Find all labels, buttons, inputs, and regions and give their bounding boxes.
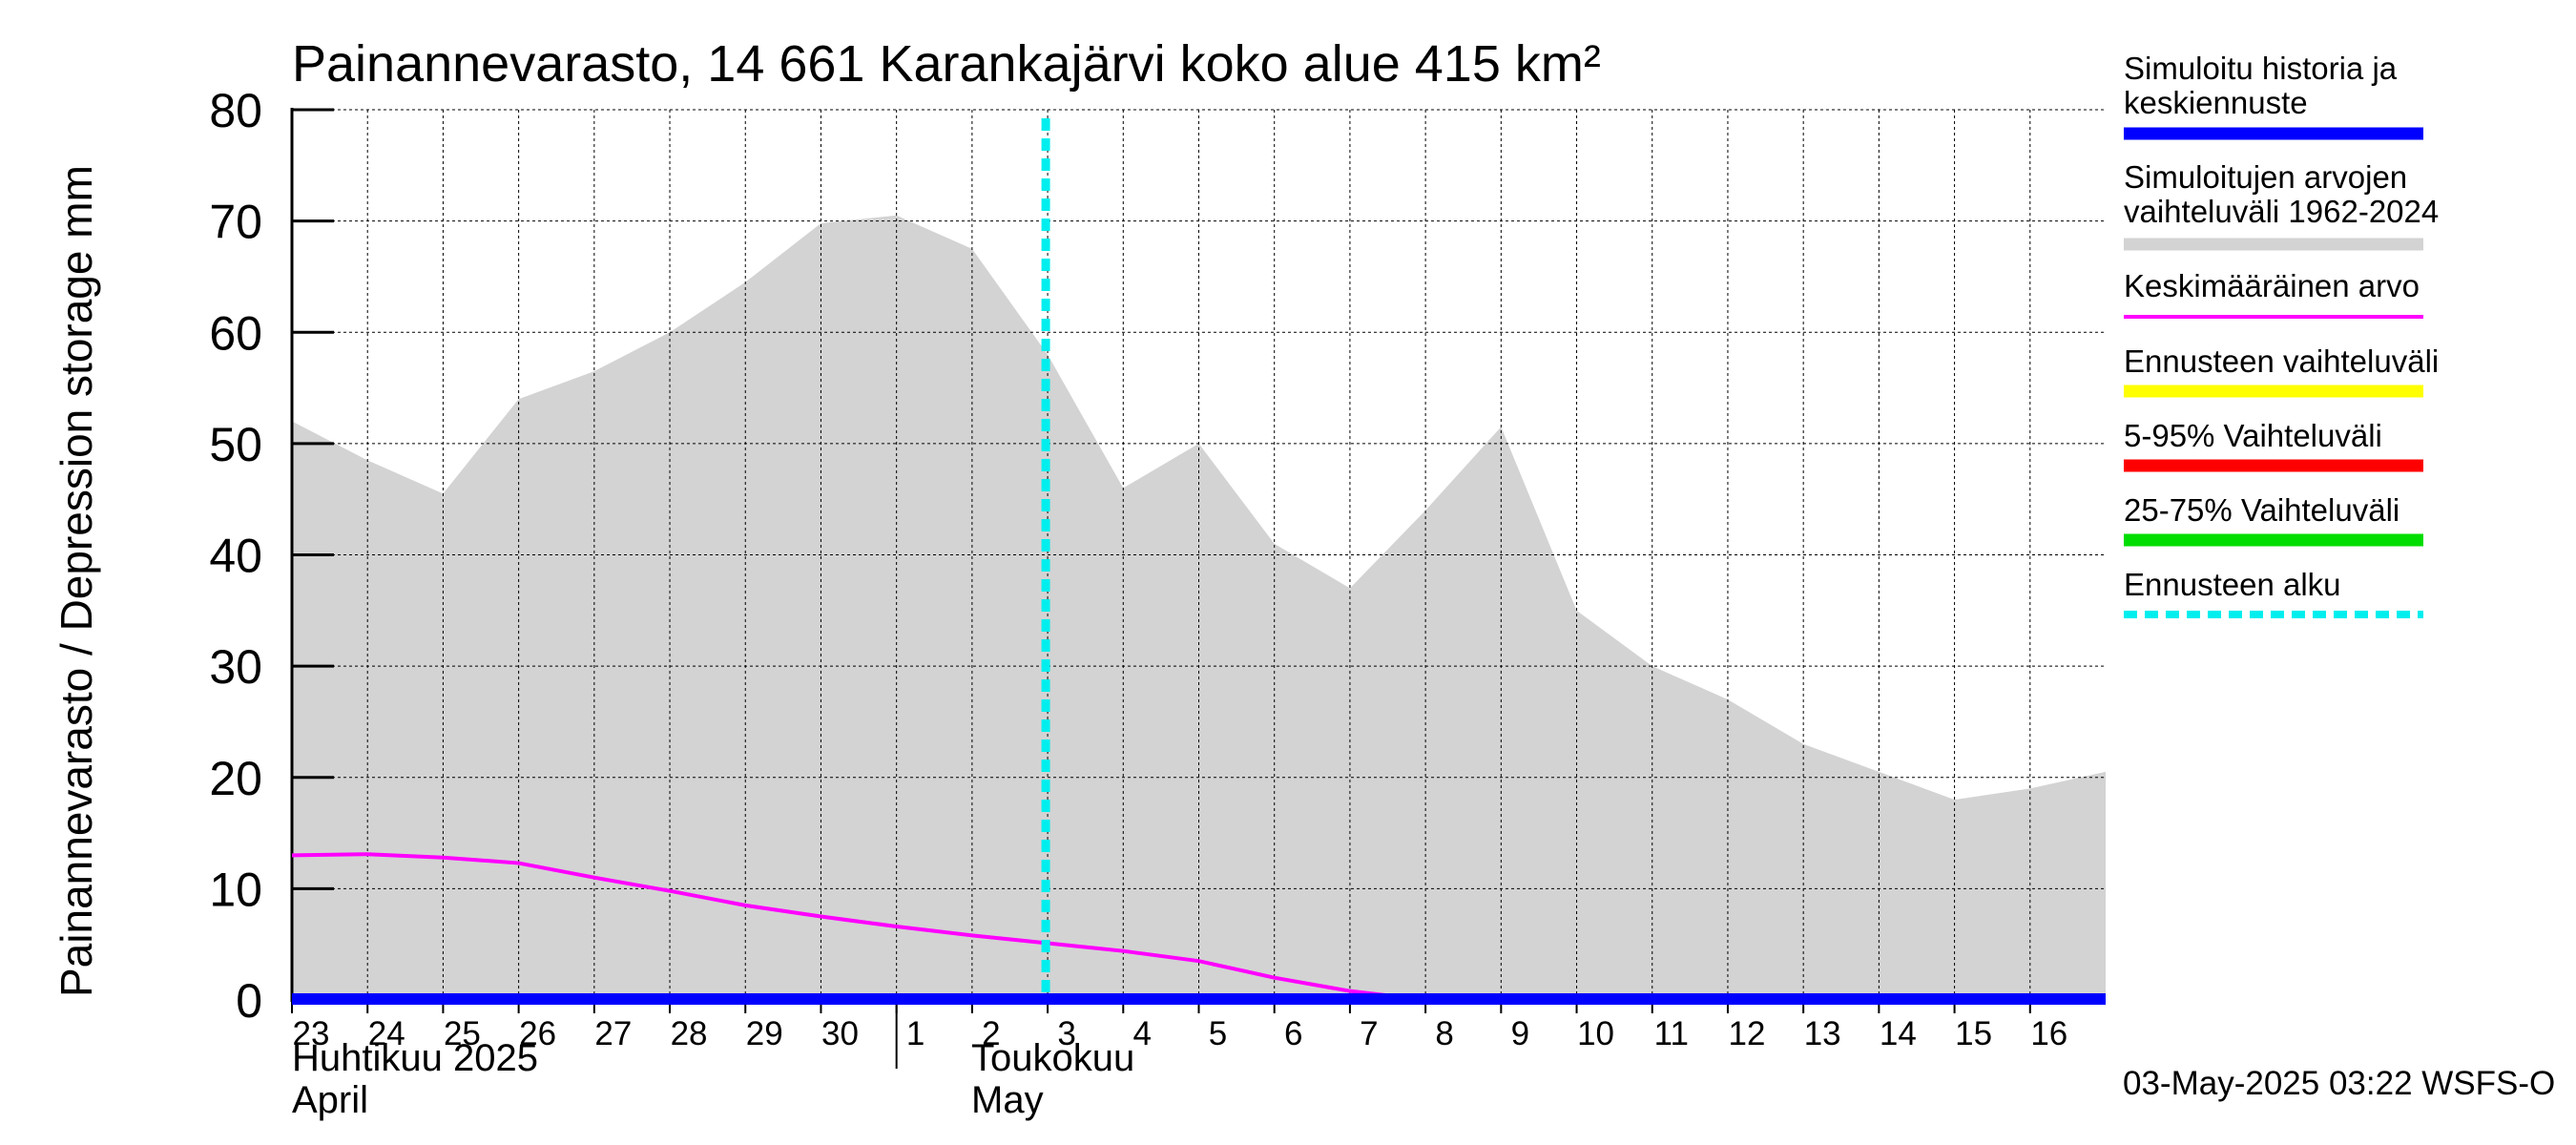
legend-label: 5-95% Vaihteluväli (2124, 418, 2382, 453)
x-tick-label: 30 (821, 1015, 859, 1052)
month-label-en: April (292, 1079, 368, 1121)
x-tick-label: 10 (1577, 1015, 1614, 1052)
x-tick-label: 14 (1880, 1015, 1917, 1052)
month-label: Huhtikuu 2025 (292, 1037, 538, 1079)
x-tick-label: 7 (1360, 1015, 1378, 1052)
legend-label: 25-75% Vaihteluväli (2124, 492, 2399, 528)
x-tick-label: 9 (1511, 1015, 1529, 1052)
x-tick-label: 5 (1209, 1015, 1227, 1052)
y-tick-label: 20 (209, 752, 262, 805)
month-label-en: May (971, 1079, 1044, 1121)
x-tick-label: 8 (1435, 1015, 1453, 1052)
y-tick-label: 40 (209, 530, 262, 583)
legend-label: Keskimääräinen arvo (2124, 268, 2420, 303)
x-tick-label: 12 (1728, 1015, 1765, 1052)
chart-title: Painannevarasto, 14 661 Karankajärvi kok… (292, 35, 1601, 93)
legend-label: Simuloitujen arvojen (2124, 159, 2407, 195)
x-tick-label: 27 (594, 1015, 632, 1052)
x-tick-label: 6 (1284, 1015, 1302, 1052)
x-tick-label: 26 (519, 1015, 556, 1052)
month-label: Toukokuu (971, 1037, 1134, 1079)
y-tick-label: 70 (209, 196, 262, 249)
y-tick-label: 0 (236, 974, 262, 1028)
x-tick-label: 13 (1804, 1015, 1841, 1052)
y-tick-label: 30 (209, 640, 262, 694)
x-tick-label: 24 (368, 1015, 405, 1052)
legend-label: Ennusteen alku (2124, 567, 2341, 602)
x-tick-label: 1 (906, 1015, 924, 1052)
x-tick-label: 4 (1133, 1015, 1152, 1052)
x-tick-label: 3 (1057, 1015, 1075, 1052)
legend-label: keskiennuste (2124, 85, 2308, 120)
x-tick-label: 29 (746, 1015, 783, 1052)
legend-label: Simuloitu historia ja (2124, 51, 2398, 86)
legend-label: Ennusteen vaihteluväli (2124, 344, 2439, 379)
x-tick-label: 28 (671, 1015, 708, 1052)
y-tick-label: 80 (209, 84, 262, 137)
y-tick-label: 50 (209, 418, 262, 471)
legend-label: vaihteluväli 1962-2024 (2124, 194, 2439, 229)
x-tick-label: 2 (982, 1015, 1000, 1052)
x-tick-label: 16 (2030, 1015, 2067, 1052)
timestamp: 03-May-2025 03:22 WSFS-O (2123, 1065, 2555, 1102)
y-tick-label: 10 (209, 863, 262, 916)
y-axis-label: Painannevarasto / Depression storage mm (52, 165, 101, 997)
x-tick-label: 11 (1654, 1015, 1689, 1052)
x-tick-label: 23 (293, 1015, 330, 1052)
x-tick-label: 15 (1955, 1015, 1992, 1052)
x-tick-label: 25 (444, 1015, 481, 1052)
y-tick-label: 60 (209, 306, 262, 360)
